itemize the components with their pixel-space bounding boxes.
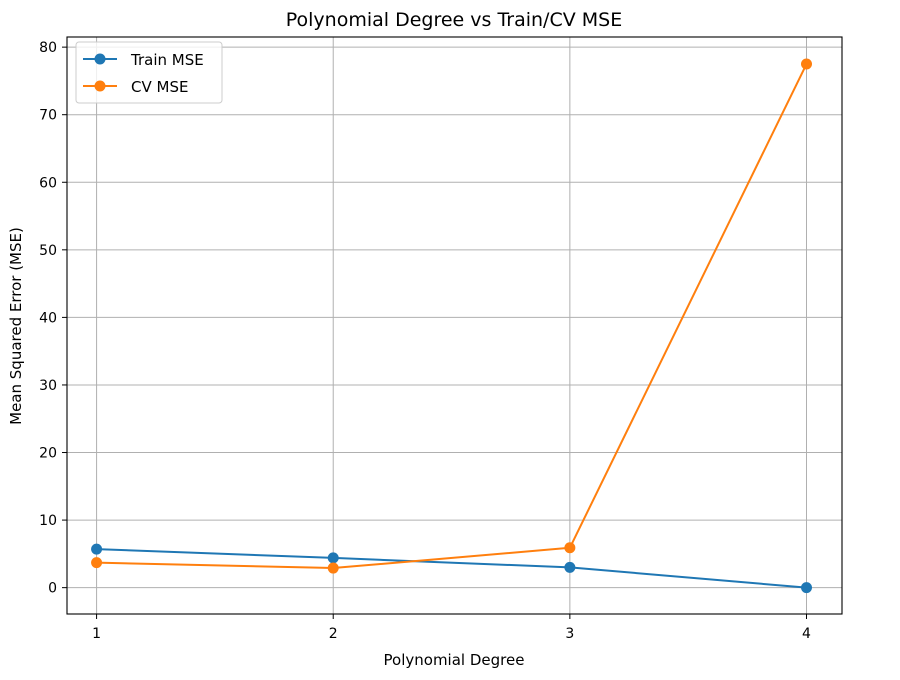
x-tick-label: 1 (92, 626, 101, 642)
y-tick-label: 30 (39, 378, 57, 394)
grid (67, 37, 842, 614)
y-tick-label: 60 (39, 175, 57, 191)
series-lines (91, 58, 813, 594)
y-tick-label: 50 (39, 243, 57, 259)
x-tick-label: 3 (565, 626, 574, 642)
y-tick-label: 20 (39, 446, 57, 462)
x-tick-label: 4 (802, 626, 811, 642)
legend: Train MSE CV MSE (75, 41, 223, 104)
series-line-train (96, 548, 807, 589)
legend-marker-cv (94, 80, 106, 92)
y-axis-label: Mean Squared Error (MSE) (7, 227, 25, 425)
data-point-cv (91, 557, 103, 569)
x-axis-ticks: 1 2 3 4 (92, 614, 811, 642)
y-tick-label: 70 (39, 108, 57, 124)
legend-label-cv: CV MSE (131, 78, 188, 96)
data-point-train (327, 552, 339, 564)
y-axis-ticks: 0 10 20 30 40 50 60 70 80 (39, 40, 67, 597)
legend-label-train: Train MSE (130, 51, 204, 69)
x-axis-label: Polynomial Degree (384, 651, 525, 669)
legend-marker-train (94, 53, 106, 65)
data-point-train (564, 561, 576, 573)
legend-frame (75, 41, 223, 104)
chart-title: Polynomial Degree vs Train/CV MSE (286, 9, 622, 31)
data-point-cv (327, 562, 339, 574)
y-tick-label: 10 (39, 513, 57, 529)
data-point-cv (564, 542, 576, 554)
y-tick-label: 0 (48, 581, 57, 597)
data-point-train (801, 582, 813, 594)
data-point-cv (801, 58, 813, 70)
y-tick-label: 80 (39, 40, 57, 56)
plot-area-frame (66, 36, 843, 615)
y-tick-label: 40 (39, 310, 57, 326)
series-line-cv (96, 63, 808, 570)
x-tick-label: 2 (329, 626, 338, 642)
data-point-train (91, 543, 103, 555)
